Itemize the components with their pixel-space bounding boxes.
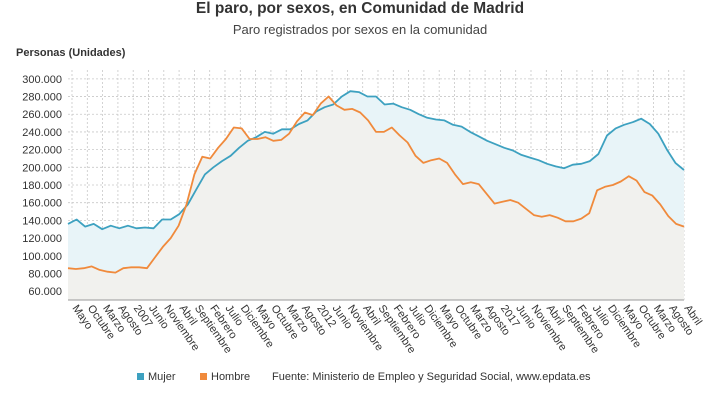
legend-label-mujer: Mujer xyxy=(148,371,176,383)
chart-subtitle: Paro registrados por sexos en la comunid… xyxy=(232,22,488,37)
y-tick-label: 140.000 xyxy=(22,215,62,227)
legend-swatch-hombre xyxy=(200,373,207,380)
y-tick-label: 300.000 xyxy=(22,74,62,86)
legend-swatch-mujer xyxy=(137,373,144,380)
area-hombre xyxy=(68,96,684,300)
y-tick-label: 180.000 xyxy=(22,180,62,192)
series-line-mujer xyxy=(67,90,685,231)
y-tick-label: 280.000 xyxy=(22,92,62,104)
y-tick-label: 200.000 xyxy=(22,162,62,174)
y-tick-label: 120.000 xyxy=(22,233,62,245)
source-note: Fuente: Ministerio de Empleo y Seguridad… xyxy=(272,371,591,383)
y-tick-label: 60.000 xyxy=(28,286,62,298)
y-tick-label: 220.000 xyxy=(22,145,62,157)
legend: Mujer Hombre xyxy=(137,371,250,383)
y-axis-ticks: 60.000 80.000 100.000 120.000 140.000 160.000… xyxy=(22,74,62,298)
series-line-hombre xyxy=(67,95,685,274)
y-tick-label: 80.000 xyxy=(28,268,62,280)
y-axis-label: Personas (Unidades) xyxy=(16,47,126,59)
chart-title: El paro, por sexos, en Comunidad de Madr… xyxy=(195,0,525,17)
area-fills xyxy=(68,91,684,300)
y-tick-label: 160.000 xyxy=(22,198,62,210)
y-tick-label: 240.000 xyxy=(22,127,62,139)
x-axis-ticks: MayoOctubreMarzoAgosto2007JunioNoviembre… xyxy=(70,303,704,356)
y-tick-label: 260.000 xyxy=(22,109,62,121)
legend-label-hombre: Hombre xyxy=(211,371,250,383)
series-lines xyxy=(67,90,685,301)
y-tick-label: 100.000 xyxy=(22,251,62,263)
